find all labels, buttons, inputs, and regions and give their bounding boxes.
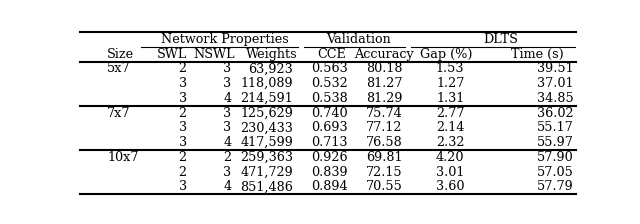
Text: 125,629: 125,629 [241,107,293,120]
Text: 3: 3 [223,107,231,120]
Text: 2.77: 2.77 [436,107,465,120]
Text: 0.740: 0.740 [311,107,348,120]
Text: 0.894: 0.894 [311,180,348,193]
Text: 259,363: 259,363 [240,151,293,164]
Text: 36.02: 36.02 [537,107,573,120]
Text: 37.01: 37.01 [537,77,573,90]
Text: 72.15: 72.15 [366,166,403,179]
Text: 81.29: 81.29 [366,92,403,105]
Text: 2: 2 [179,166,187,179]
Text: Size: Size [108,48,134,61]
Text: 3: 3 [179,121,187,134]
Text: 0.839: 0.839 [311,166,348,179]
Text: 0.713: 0.713 [311,136,348,149]
Text: 3: 3 [179,136,187,149]
Text: 57.05: 57.05 [537,166,573,179]
Text: 1.53: 1.53 [436,62,465,75]
Text: 214,591: 214,591 [241,92,293,105]
Text: 2.32: 2.32 [436,136,465,149]
Text: 77.12: 77.12 [366,121,403,134]
Text: 57.79: 57.79 [537,180,573,193]
Text: Validation: Validation [326,33,392,46]
Text: 851,486: 851,486 [241,180,293,193]
Text: 2: 2 [223,151,231,164]
Text: 75.74: 75.74 [365,107,403,120]
Text: 4: 4 [223,180,231,193]
Text: 2: 2 [179,62,187,75]
Text: 471,729: 471,729 [241,166,293,179]
Text: 3.01: 3.01 [436,166,465,179]
Text: 81.27: 81.27 [366,77,403,90]
Text: 3: 3 [179,92,187,105]
Text: NSWL: NSWL [193,48,235,61]
Text: 34.85: 34.85 [537,92,573,105]
Text: 2: 2 [179,151,187,164]
Text: 7x7: 7x7 [108,107,131,120]
Text: 0.532: 0.532 [311,77,348,90]
Text: 57.90: 57.90 [537,151,573,164]
Text: 1.27: 1.27 [436,77,465,90]
Text: 3: 3 [223,166,231,179]
Text: 10x7: 10x7 [108,151,139,164]
Text: 4: 4 [223,92,231,105]
Text: 0.926: 0.926 [311,151,348,164]
Text: CCE: CCE [317,48,346,61]
Text: 1.31: 1.31 [436,92,465,105]
Text: Weights: Weights [246,48,298,61]
Text: 80.18: 80.18 [366,62,403,75]
Text: SWL: SWL [157,48,187,61]
Text: 76.58: 76.58 [365,136,403,149]
Text: 3: 3 [223,62,231,75]
Text: Network Properties: Network Properties [161,33,289,46]
Text: Time (s): Time (s) [511,48,564,61]
Text: 3: 3 [223,77,231,90]
Text: 417,599: 417,599 [241,136,293,149]
Text: 4: 4 [223,136,231,149]
Text: 0.538: 0.538 [311,92,348,105]
Text: 2.14: 2.14 [436,121,465,134]
Text: 3.60: 3.60 [436,180,465,193]
Text: 5x7: 5x7 [108,62,131,75]
Text: Gap (%): Gap (%) [420,48,472,61]
Text: 3: 3 [223,121,231,134]
Text: 3: 3 [179,77,187,90]
Text: 230,433: 230,433 [241,121,293,134]
Text: 69.81: 69.81 [366,151,403,164]
Text: 39.51: 39.51 [537,62,573,75]
Text: 3: 3 [179,180,187,193]
Text: 70.55: 70.55 [365,180,403,193]
Text: 4.20: 4.20 [436,151,465,164]
Text: 63,923: 63,923 [248,62,293,75]
Text: 0.693: 0.693 [311,121,348,134]
Text: 0.563: 0.563 [311,62,348,75]
Text: 55.17: 55.17 [537,121,573,134]
Text: 118,089: 118,089 [241,77,293,90]
Text: DLTS: DLTS [483,33,518,46]
Text: 55.97: 55.97 [537,136,573,149]
Text: 2: 2 [179,107,187,120]
Text: Accuracy: Accuracy [354,48,413,61]
